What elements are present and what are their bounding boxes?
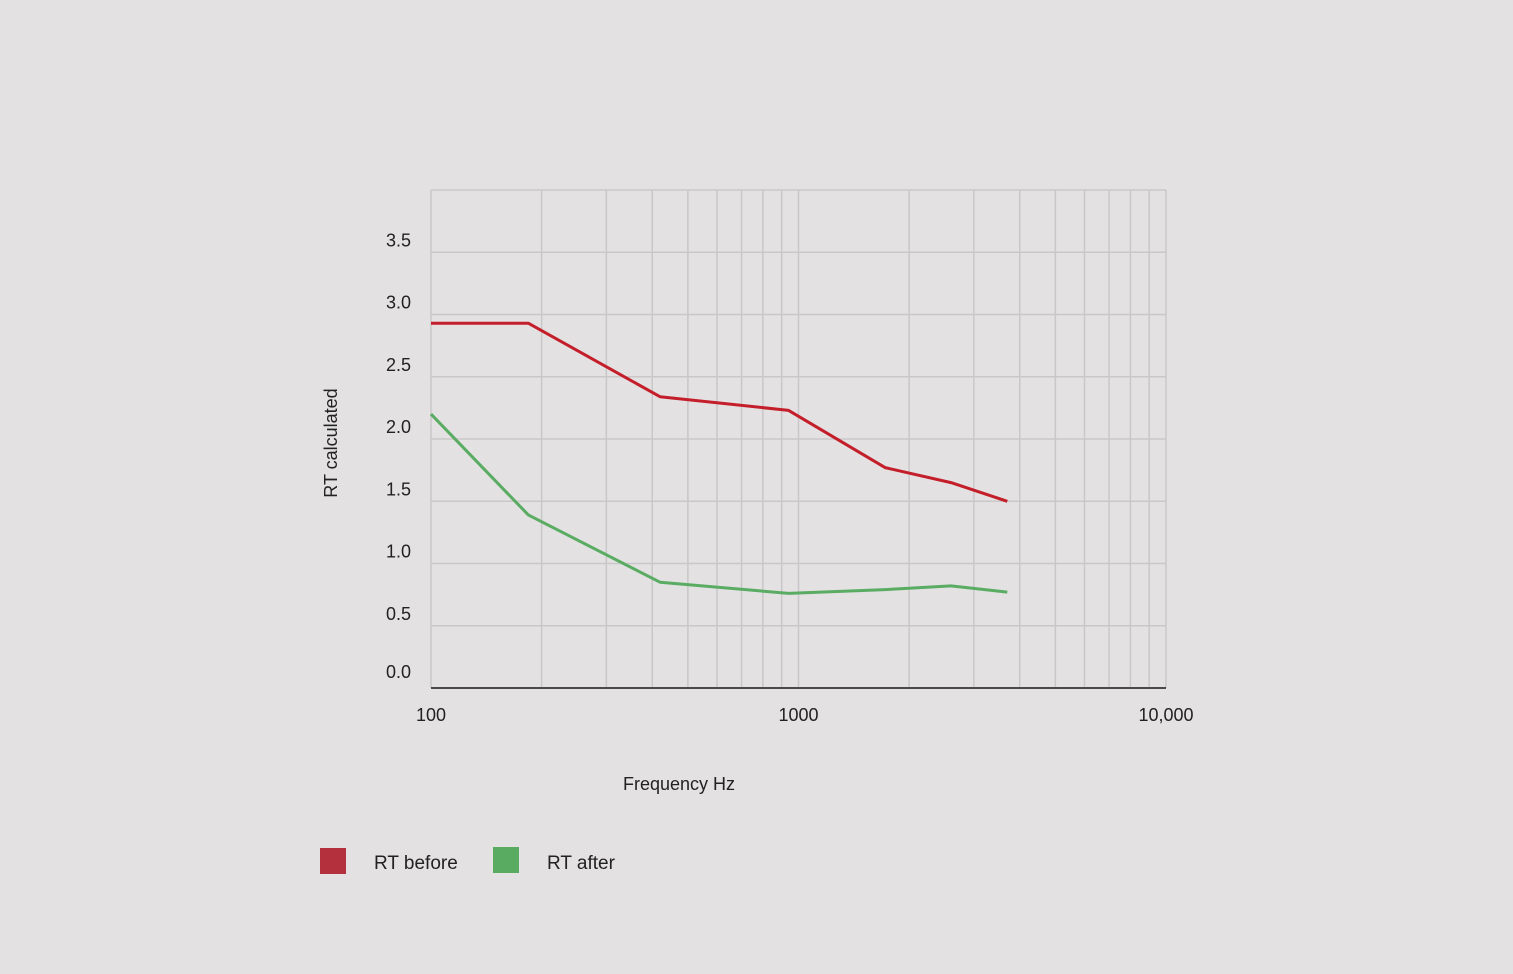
legend-label-rt-before: RT before [374,853,458,874]
x-tick-label: 10,000 [1138,705,1193,725]
legend-label-rt-after: RT after [547,853,616,874]
x-tick-label: 1000 [778,705,818,725]
x-axis-title: Frequency Hz [623,774,735,794]
y-tick-label: 2.5 [386,355,411,375]
series-line-rt-before [431,321,1008,503]
legend: RT before RT after [320,847,616,874]
series-line-rt-after [429,413,1008,595]
legend-swatch-rt-before [320,848,346,874]
y-axis-title: RT calculated [321,388,341,497]
axes: 0.0 0.5 1.0 1.5 2.0 2.5 3.0 3.5 100 1000 10,000 [386,230,1194,725]
y-tick-label: 1.5 [386,479,411,499]
y-tick-label: 3.0 [386,293,411,313]
legend-swatch-rt-after [493,847,519,873]
y-tick-label: 0.5 [386,604,411,624]
y-tick-label: 0.0 [386,662,411,682]
series-lines [429,321,1008,595]
y-tick-label: 2.0 [386,417,411,437]
grid [430,189,1167,688]
y-tick-label: 1.0 [386,542,411,562]
y-tick-label: 3.5 [386,230,411,250]
x-tick-label: 100 [416,705,446,725]
